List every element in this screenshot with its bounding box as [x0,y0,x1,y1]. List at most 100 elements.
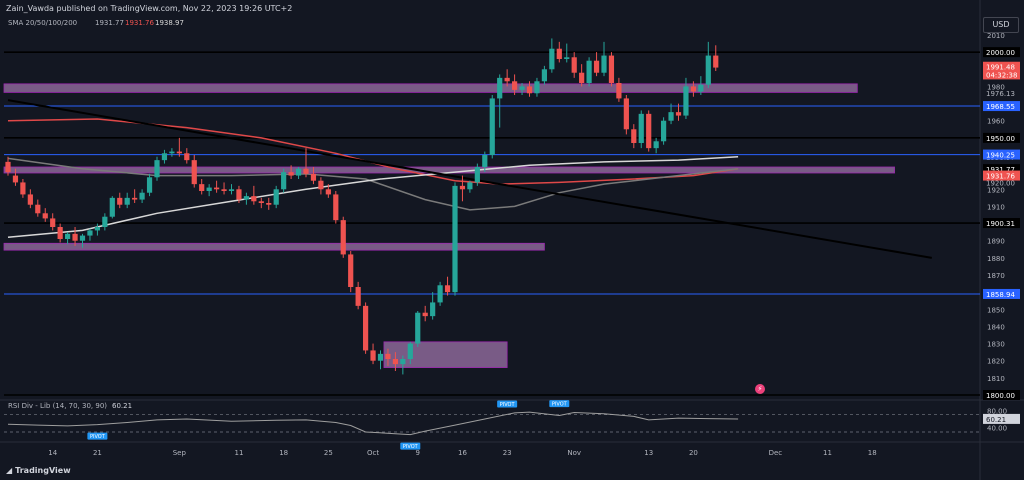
candle-body [579,73,584,83]
candle-body [542,69,547,81]
black-trendline [8,100,932,258]
candle-body [497,78,502,99]
candle-body [65,234,70,239]
price-label: 1800.00 [986,392,1015,400]
x-tick-label: 18 [868,449,877,457]
candle-body [713,56,718,68]
candle-body [311,174,316,181]
candle-body [35,205,40,214]
candle-body [698,85,703,92]
candle-body [192,160,197,184]
price-label: 04:32:38 [986,71,1017,79]
candle-body [549,49,554,70]
candle-body [296,169,301,176]
candle-body [363,306,368,351]
candle-body [616,83,621,98]
candle-body [80,236,85,241]
tradingview-logo[interactable]: ◢ TradingView [6,466,71,475]
indicator-label: SMA 20/50/100/200 [8,19,77,27]
candle-body [95,227,100,230]
x-tick-label: 9 [416,449,420,457]
rsi-label: RSI Div - Lib (14, 70, 30, 90) [8,402,107,410]
candle-body [683,86,688,115]
currency-button[interactable]: USD [983,17,1019,33]
candle-body [370,350,375,360]
candle-body [251,196,256,201]
candle-body [221,189,226,191]
candle-body [482,155,487,167]
x-tick-label: 16 [458,449,467,457]
candle-body [87,230,92,235]
candle-body [356,287,361,306]
candle-body [326,189,331,194]
candle-body [28,194,33,204]
candle-body [318,181,323,190]
candle-body [162,153,167,160]
x-tick-label: Nov [567,449,581,457]
candle-body [125,198,130,205]
candle-body [177,152,182,154]
candle-body [236,189,241,199]
candle-body [303,169,308,174]
sma-value-1: 1931.77 [95,19,124,27]
y-tick-label: 1960 [987,118,1005,126]
candle-body [408,344,413,359]
candle-body [281,172,286,189]
rsi-value-tag: 60.21 [986,416,1006,424]
y-tick-label: 1880 [987,255,1005,263]
candle-body [274,189,279,204]
candle-body [184,153,189,160]
zone-2 [4,243,544,250]
x-tick-label: 21 [93,449,102,457]
y-tick-label: 1890 [987,238,1005,246]
candle-body [594,61,599,73]
candle-body [207,188,212,191]
price-label: 2000.00 [986,49,1015,57]
candle-body [564,57,569,59]
candle-body [20,182,25,194]
candle-body [229,189,234,191]
zones [4,84,895,368]
x-axis: 14 21 Sep 11 18 25 Oct 9 16 23 Nov 13 20 Dec 11 18 [48,449,876,457]
candle-body [490,98,495,155]
candle-body [348,254,353,287]
candle-body [423,313,428,316]
candle-body [460,186,465,189]
candle-body [512,81,517,90]
y-tick-label: 1850 [987,306,1005,314]
pivot-tag: PIVOT [500,402,516,408]
x-tick-label: 14 [48,449,57,457]
candle-body [199,184,204,191]
sma-lines [8,119,738,237]
candle-body [110,198,115,217]
y-tick-label: 1910 [987,203,1005,211]
x-tick-label: 18 [279,449,288,457]
y-axis: 2010200019901980197019601950194019301920… [987,32,1005,400]
candle-body [661,121,666,142]
tradingview-icon: ◢ [6,466,12,475]
x-tick-label: 11 [823,449,832,457]
y-tick-label: 1830 [987,341,1005,349]
candle-body [475,167,480,182]
rsi-line [8,412,738,435]
candle-body [289,172,294,175]
x-tick-label: 23 [503,449,512,457]
x-tick-label: 11 [234,449,243,457]
price-label: 1920.00 [986,179,1015,187]
candle-body [624,98,629,129]
candle-body [527,86,532,93]
candle-body [691,86,696,91]
settings-icon[interactable]: ⚡ [755,384,765,394]
candle-body [706,56,711,85]
rsi-value: 60.21 [112,402,132,410]
candle-body [393,359,398,364]
pivot-tag: PIVOT [90,434,106,440]
candle-body [572,57,577,72]
candle-body [438,285,443,302]
candle-body [43,213,48,218]
y-tick-label: 1840 [987,323,1005,331]
candle-body [72,234,77,241]
